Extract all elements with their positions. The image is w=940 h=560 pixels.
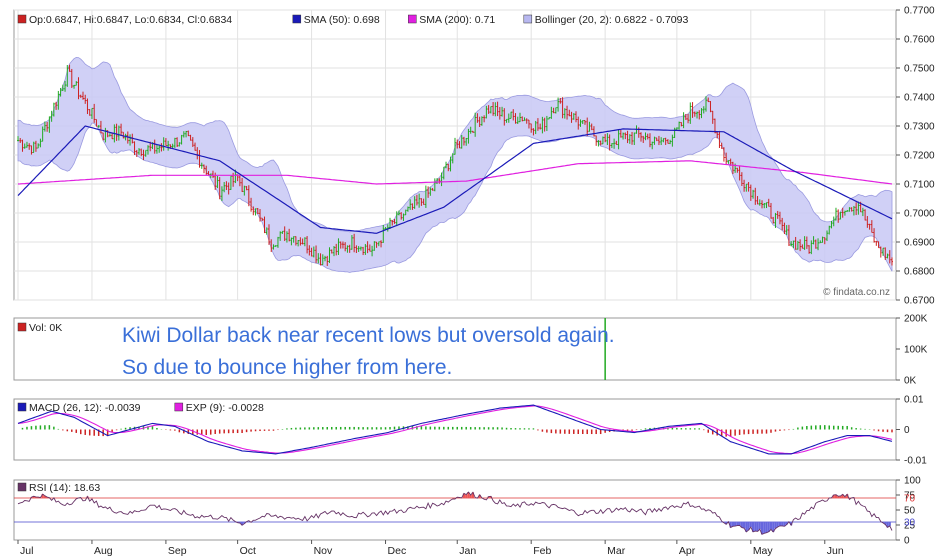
legend-label: SMA (50): 0.698 — [304, 14, 380, 26]
x-tick-label: Aug — [94, 545, 113, 557]
legend-swatch — [17, 482, 27, 492]
legend-swatch — [408, 14, 417, 24]
x-tick-label: Dec — [388, 545, 407, 557]
x-axis: Jul Aug Sep Oct Nov Dec Jan Feb Mar Apr May Jun — [17, 540, 844, 557]
legend-swatch — [523, 14, 533, 24]
volume-frame — [13, 317, 897, 381]
price-panel: 0.7700 0.7600 0.7500 0.7400 0.7300 0.7200 0.71… — [13, 6, 935, 307]
legend-label: RSI (14): 18.63 — [29, 482, 100, 494]
y-tick-label: 0.6900 — [904, 238, 935, 249]
y-tick-label: 0.7400 — [904, 93, 935, 104]
legend-label: Vol: 0K — [29, 322, 62, 334]
legend-swatch — [17, 14, 27, 24]
x-tick-label: Sep — [168, 545, 187, 557]
legend-label: Bollinger (20, 2): 0.6822 - 0.7093 — [535, 14, 689, 26]
y-tick-label: 0 — [904, 425, 910, 436]
y-tick-label: 0.7600 — [904, 35, 935, 46]
sma200-line — [17, 160, 893, 185]
y-tick-label: 0 — [904, 536, 910, 547]
y-tick-label: 0.6700 — [904, 296, 935, 307]
x-tick-label: Jan — [459, 545, 476, 557]
x-tick-label: Nov — [314, 545, 333, 557]
x-tick-label: Jul — [20, 545, 33, 557]
legend-label: MACD (26, 12): -0.0039 — [29, 402, 141, 414]
x-tick-label: Jun — [827, 545, 844, 557]
y-tick-label: 0.6800 — [904, 267, 935, 278]
y-tick-label: 0.01 — [904, 395, 924, 406]
rsi-line — [17, 491, 893, 535]
y-tick-label: 75 — [904, 491, 916, 502]
y-tick-label: 0.7300 — [904, 122, 935, 133]
y-tick-label: 0.7200 — [904, 151, 935, 162]
x-tick-label: Mar — [607, 545, 626, 557]
x-tick-label: Apr — [679, 545, 696, 557]
legend-swatch — [17, 402, 27, 412]
legend-label: EXP (9): -0.0028 — [186, 402, 264, 414]
sma50-line — [17, 125, 893, 234]
rsi-panel: 100 75 50 25 0 70 30 RSI (14): 18.63 — [13, 476, 921, 547]
y-tick-label: 0.7100 — [904, 180, 935, 191]
y-tick-label: 25 — [904, 521, 916, 532]
y-tick-label: 0.7000 — [904, 209, 935, 220]
macd-frame — [13, 398, 897, 461]
legend-swatch — [17, 322, 27, 332]
annotation-line-1: Kiwi Dollar back near recent lows but ov… — [122, 324, 615, 347]
y-tick-label: -0.01 — [904, 456, 927, 467]
rsi-reference-label: 30 — [904, 518, 916, 529]
legend-swatch — [174, 402, 184, 412]
x-tick-label: Feb — [533, 545, 551, 557]
y-tick-label: 100K — [904, 345, 928, 356]
y-tick-label: 0.7500 — [904, 64, 935, 75]
y-tick-label: 0.7700 — [904, 6, 935, 17]
legend-swatch — [292, 14, 302, 24]
macd-line — [17, 404, 893, 455]
rsi-reference-label: 70 — [904, 494, 916, 505]
y-tick-label: 50 — [904, 506, 916, 517]
y-tick-label: 100 — [904, 476, 921, 487]
macd-panel: 0.01 0 -0.01 MACD (26, 12): -0.0039 EXP (9):… — [13, 395, 927, 467]
legend-label: Op:0.6847, Hi:0.6847, Lo:0.6834, Cl:0.68… — [29, 14, 232, 26]
annotation-line-2: So due to bounce higher from here. — [122, 356, 453, 379]
y-tick-label: 200K — [904, 314, 928, 325]
x-tick-label: May — [753, 545, 774, 557]
legend-label: SMA (200): 0.71 — [419, 14, 495, 26]
watermark: © findata.co.nz — [823, 287, 890, 298]
volume-panel: 200K 100K 0K Vol: 0K — [13, 314, 928, 387]
x-tick-label: Oct — [240, 545, 256, 557]
y-tick-label: 0K — [904, 376, 917, 387]
